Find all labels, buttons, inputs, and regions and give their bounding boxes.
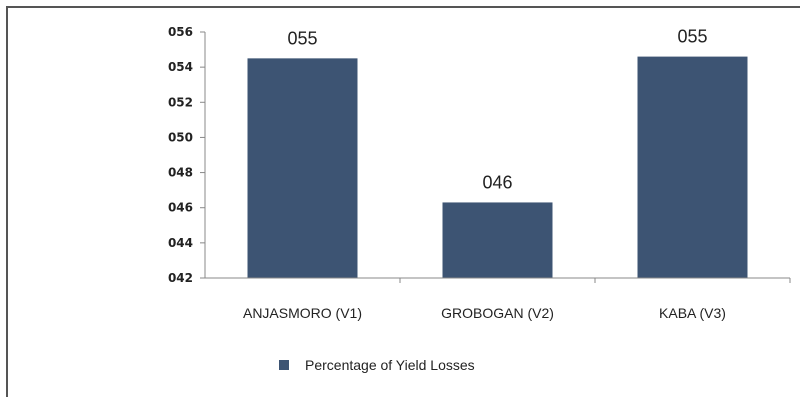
bar — [637, 56, 748, 278]
data-label: 055 — [287, 28, 317, 48]
frame-top-border — [6, 6, 800, 8]
y-tick-label: 052 — [168, 95, 193, 109]
x-tick-label: GROBOGAN (V2) — [441, 305, 554, 321]
y-axis: 042 044 046 048 050 052 054 056 — [168, 25, 206, 285]
data-label: 055 — [677, 27, 707, 47]
legend-label: Percentage of Yield Losses — [305, 357, 475, 373]
y-tick-label: 048 — [168, 166, 193, 180]
legend: Percentage of Yield Losses — [279, 357, 475, 373]
data-label: 046 — [482, 172, 512, 192]
legend-swatch — [279, 360, 289, 370]
y-tick-label: 054 — [168, 60, 193, 74]
y-tick-label: 046 — [168, 201, 193, 215]
y-tick-label: 056 — [168, 25, 193, 39]
x-tick-label: KABA (V3) — [659, 305, 726, 321]
bars — [247, 56, 748, 278]
y-tick-label: 050 — [168, 130, 193, 144]
x-axis: ANJASMORO (V1) GROBOGAN (V2) KABA (V3) — [205, 277, 791, 321]
bar — [247, 58, 358, 278]
y-tick-label: 042 — [168, 271, 193, 285]
y-tick-label: 044 — [168, 236, 193, 250]
bar — [442, 202, 553, 278]
x-tick-label: ANJASMORO (V1) — [243, 305, 362, 321]
value-labels: 055 046 055 — [287, 27, 707, 193]
frame-left-border — [6, 6, 8, 397]
